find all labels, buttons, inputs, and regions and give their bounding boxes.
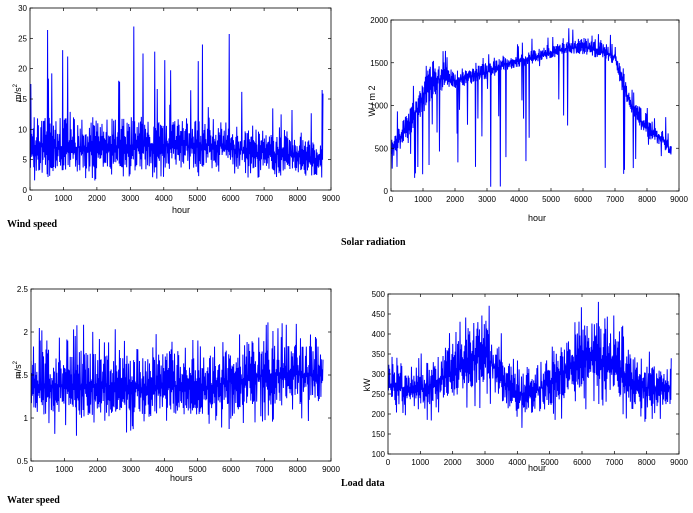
water-x-tick-label: 2000 [89,465,107,474]
water-series-line [31,322,324,436]
solar-y-tick-label: 1000 [370,102,388,111]
load-x-tick-label: 6000 [573,458,591,467]
wind-series-line [30,26,324,181]
solar-y-tick-label: 0 [384,187,389,196]
load-y-tick-label: 350 [372,350,386,359]
wind-x-tick-label: 8000 [289,194,307,203]
load-data-chart: 0 1000 2000 3000 4000 5000 6000 7000 8000 9000 100… [372,290,689,467]
water-speed-panel: 0 1000 2000 3000 4000 5000 6000 7000 8000 9000 0.5… [0,280,340,513]
wind-x-tick-label: 7000 [255,194,273,203]
wind-x-tick-label: 1000 [55,194,73,203]
load-y-tick-label: 200 [372,410,386,419]
water-speed-x-axis-label: hours [170,473,193,483]
load-x-tick-label: 0 [386,458,391,467]
water-x-tick-label: 5000 [189,465,207,474]
water-x-tick-label: 4000 [155,465,173,474]
solar-x-tick-label: 8000 [638,195,656,204]
water-x-tick-label: 1000 [55,465,73,474]
water-speed-y-axis-label: m/s2 [13,361,23,379]
water-y-tick-label: 0.5 [17,457,29,466]
wind-x-tick-label: 4000 [155,194,173,203]
water-x-tick-label: 3000 [122,465,140,474]
load-y-tick-label: 150 [372,430,386,439]
wind-x-tick-label: 0 [28,194,33,203]
wind-x-tick-label: 6000 [222,194,240,203]
load-data-panel: 0 1000 2000 3000 4000 5000 6000 7000 8000 9000 100… [340,280,693,513]
load-y-tick-label: 250 [372,390,386,399]
solar-y-tick-label: 500 [375,144,389,153]
wind-speed-chart: 0 1000 2000 3000 4000 5000 6000 7000 8000 9000 0 5 1… [18,4,340,203]
solar-y-tick-label: 1500 [370,59,388,68]
load-x-tick-label: 2000 [444,458,462,467]
water-x-tick-label: 9000 [322,465,340,474]
wind-speed-panel: 0 1000 2000 3000 4000 5000 6000 7000 8000 9000 0 5 1… [0,0,340,240]
wind-speed-x-axis-label: hour [172,205,191,215]
wind-y-tick-label: 10 [18,125,27,134]
solar-x-tick-label: 9000 [670,195,688,204]
wind-x-tick-label: 3000 [121,194,139,203]
water-x-tick-label: 0 [29,465,34,474]
load-y-tick-label: 400 [372,330,386,339]
water-speed-chart: 0 1000 2000 3000 4000 5000 6000 7000 8000 9000 0.5… [17,285,341,474]
water-x-tick-label: 6000 [222,465,240,474]
water-y-tick-label: 1 [24,414,29,423]
water-speed-caption: Water speed [7,495,60,506]
solar-x-tick-label: 2000 [446,195,464,204]
load-x-tick-label: 1000 [411,458,429,467]
water-x-tick-label: 7000 [255,465,273,474]
solar-radiation-caption: Solar radiation [341,237,406,248]
wind-y-tick-label: 0 [23,186,28,195]
wind-x-tick-label: 9000 [322,194,340,203]
water-y-tick-label: 2.5 [17,285,29,294]
water-x-tick-label: 8000 [289,465,307,474]
solar-series-line [391,28,672,187]
load-y-tick-label: 300 [372,370,386,379]
solar-radiation-panel: 0 1000 2000 3000 4000 5000 6000 7000 8000 9000 0 50… [340,0,693,255]
solar-x-tick-label: 5000 [542,195,560,204]
load-x-tick-label: 3000 [476,458,494,467]
wind-y-tick-label: 15 [18,95,27,104]
load-x-tick-label: 8000 [638,458,656,467]
load-data-caption: Load data [341,478,385,489]
wind-y-tick-label: 30 [18,4,27,13]
solar-x-tick-label: 7000 [606,195,624,204]
load-y-tick-label: 450 [372,310,386,319]
wind-x-tick-label: 2000 [88,194,106,203]
load-data-y-axis-label: kW [362,378,372,392]
wind-y-tick-label: 25 [18,34,27,43]
solar-x-tick-label: 0 [389,195,394,204]
water-y-tick-label: 1.5 [17,371,29,380]
load-x-tick-label: 5000 [541,458,559,467]
load-y-tick-label: 500 [372,290,386,299]
load-x-tick-label: 7000 [605,458,623,467]
solar-y-tick-label: 2000 [370,16,388,25]
solar-x-tick-label: 3000 [478,195,496,204]
solar-x-tick-label: 4000 [510,195,528,204]
solar-x-tick-label: 1000 [414,195,432,204]
load-x-tick-label: 9000 [670,458,688,467]
load-x-tick-label: 4000 [508,458,526,467]
load-y-tick-label: 100 [372,450,386,459]
solar-radiation-chart: 0 1000 2000 3000 4000 5000 6000 7000 8000 9000 0 50… [370,16,688,204]
wind-speed-caption: Wind speed [7,219,58,230]
solar-radiation-y-axis-label: W / m 2 [367,85,377,117]
wind-y-tick-label: 20 [18,65,27,74]
wind-x-tick-label: 5000 [188,194,206,203]
water-y-tick-label: 2 [24,328,29,337]
wind-speed-y-axis-label: m/s2 [13,84,23,102]
solar-radiation-x-axis-label: hour [528,213,547,223]
solar-x-tick-label: 6000 [574,195,592,204]
load-data-x-axis-label: hour [528,463,547,473]
wind-y-tick-label: 5 [23,156,28,165]
load-series-line [388,301,672,428]
